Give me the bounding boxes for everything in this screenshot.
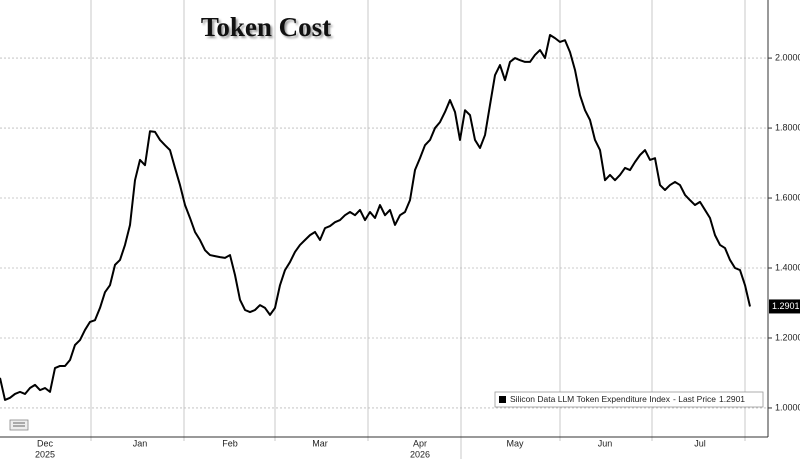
y-tick-label: 1.8000: [775, 122, 800, 132]
menu-icon: [9, 419, 29, 431]
legend-last-price: 1.2901: [719, 394, 745, 404]
legend-label: Silicon Data LLM Token Expenditure Index…: [510, 394, 745, 404]
y-tick-label: 1.0000: [775, 402, 800, 412]
x-year-label: 2026: [410, 449, 430, 459]
x-tick-label: Mar: [312, 438, 328, 448]
last-price-tag-label: 1.2901: [772, 301, 800, 311]
x-tick-label: Feb: [222, 438, 238, 448]
x-tick-label: Jan: [133, 438, 148, 448]
line-series: [0, 33, 751, 401]
x-year-label: 2025: [35, 449, 55, 459]
x-tick-label: Jun: [598, 438, 613, 448]
chart-title: Token Cost: [201, 12, 331, 42]
x-tick-label: May: [506, 438, 524, 448]
month-gridlines: [90, 0, 746, 459]
y-tick-label: 1.2000: [775, 332, 800, 342]
last-price-tag: [769, 299, 800, 314]
legend: Silicon Data LLM Token Expenditure Index…: [494, 391, 764, 408]
legend-last-price-label: - Last Price: [673, 394, 716, 404]
y-tick-label: 2.0000: [775, 52, 800, 62]
y-tick-label: 1.4000: [775, 262, 800, 272]
x-tick-label: Apr: [413, 438, 427, 448]
x-tick-label: Jul: [694, 438, 706, 448]
legend-swatch: [499, 396, 506, 403]
legend-box: [494, 391, 764, 408]
y-tick-label: 1.6000: [775, 192, 800, 202]
x-tick-label: Dec: [37, 438, 54, 448]
legend-name: Silicon Data LLM Token Expenditure Index: [510, 394, 671, 404]
